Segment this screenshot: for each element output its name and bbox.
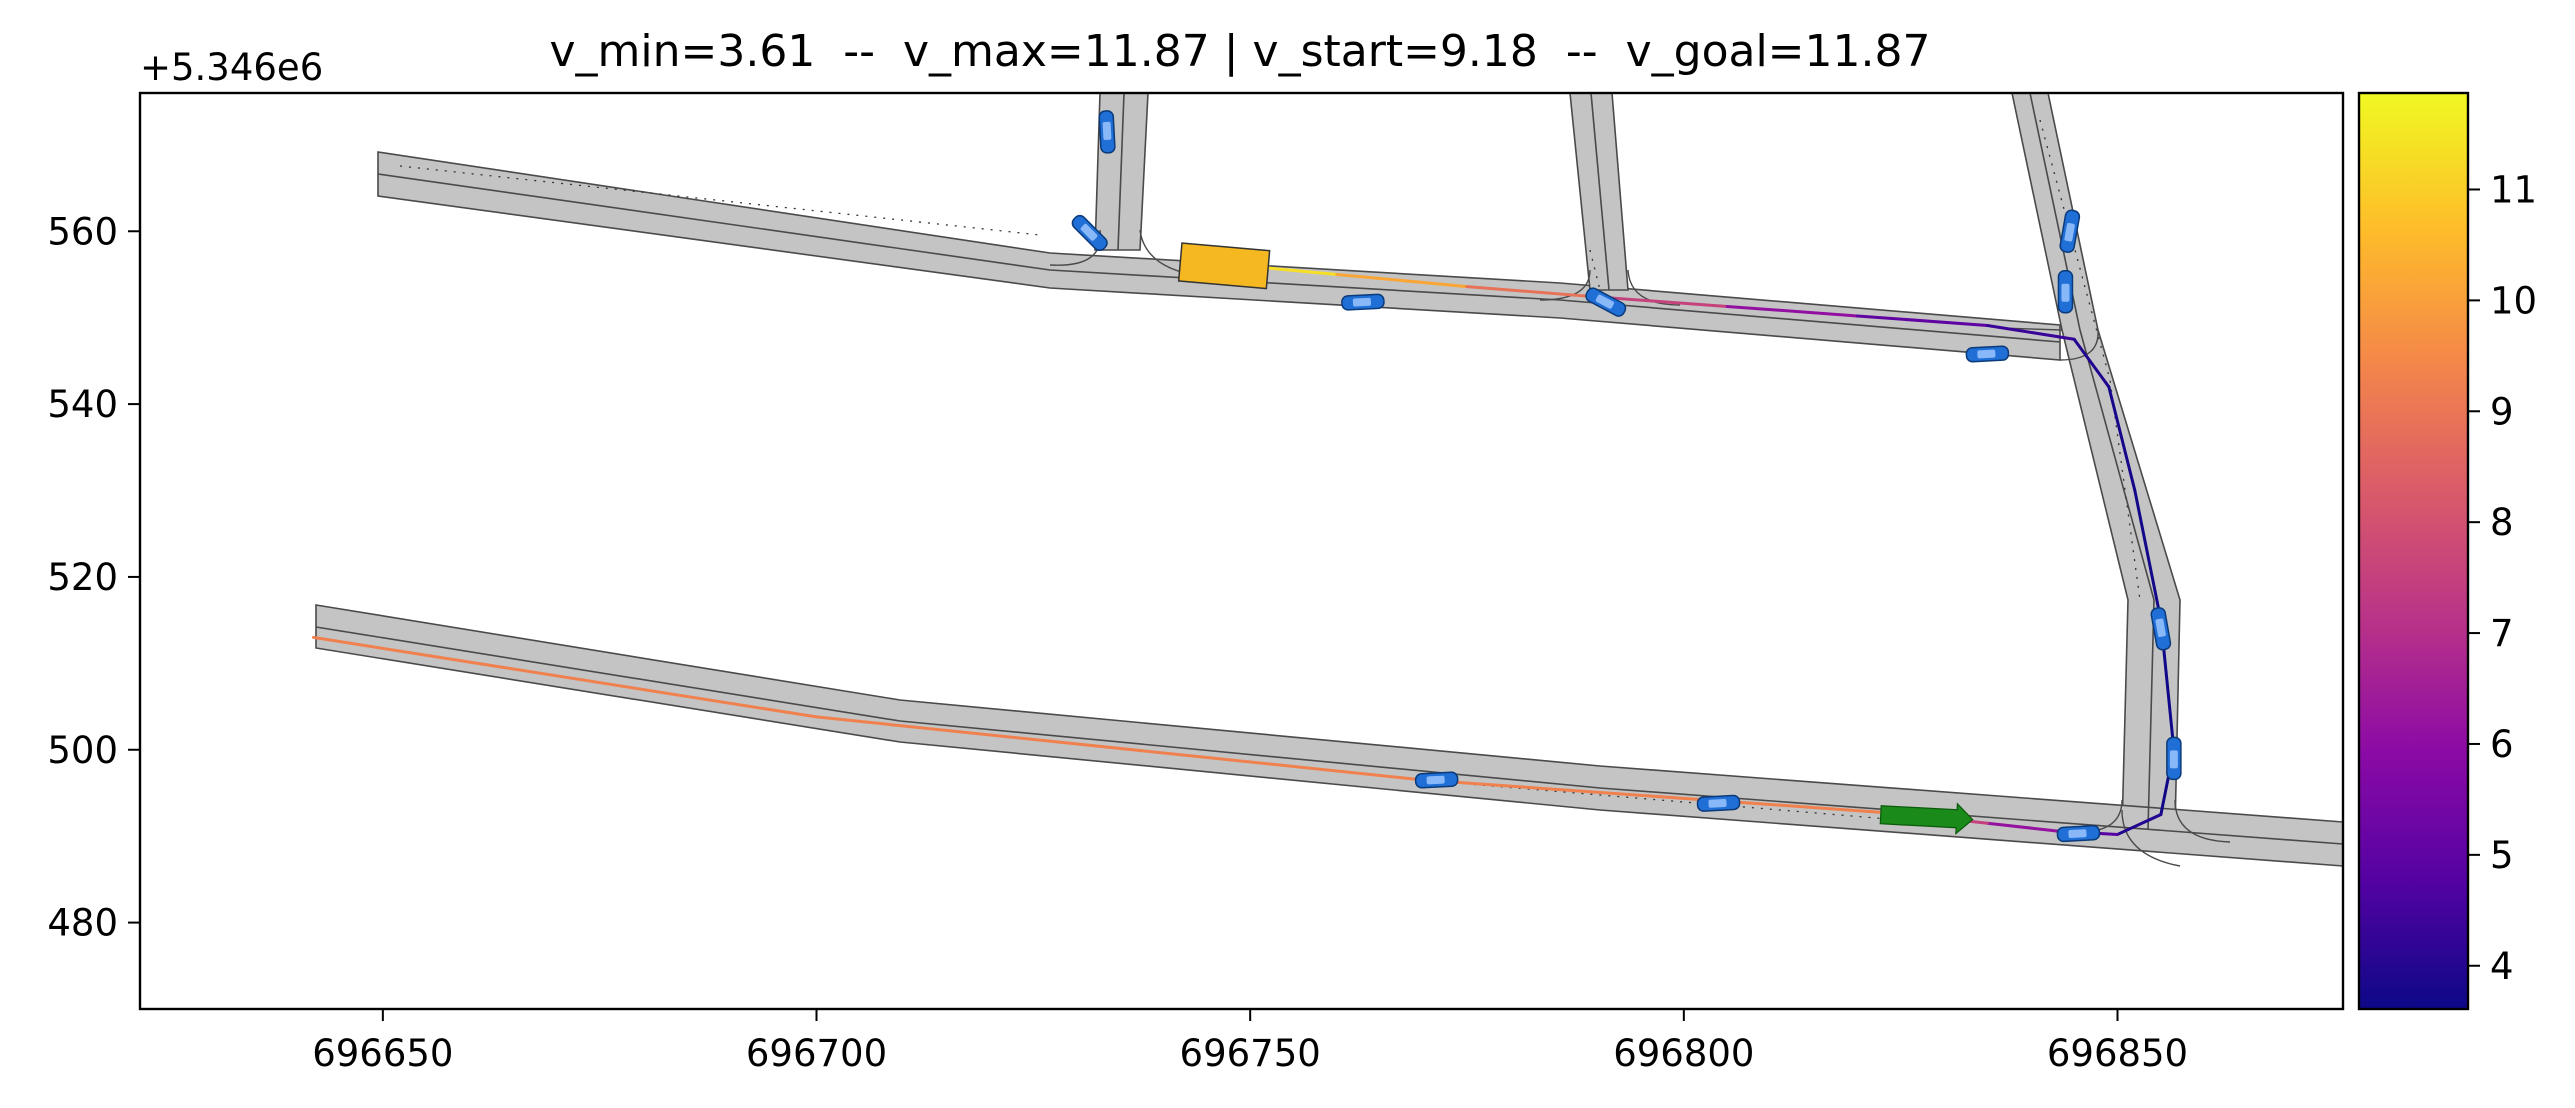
obstacle-vehicle	[1098, 110, 1116, 154]
obstacle-vehicle	[1585, 287, 1627, 317]
lower-trajectory-segment	[815, 715, 1426, 782]
y-tick-label: 480	[47, 902, 118, 945]
obstacle-vehicle	[2166, 736, 2182, 781]
x-tick-label: 696850	[2047, 1032, 2188, 1075]
trajectory-segment	[2107, 385, 2137, 493]
trajectory-segment	[1985, 821, 2059, 833]
y-tick-label: 560	[47, 210, 118, 253]
x-tick-label: 696650	[312, 1032, 453, 1075]
colorbar-ticks: 4 5 6 7 8 9 10 11	[2468, 168, 2537, 988]
ego-vehicle	[1177, 242, 1271, 290]
obstacle-vehicle	[1696, 794, 1741, 812]
goal-marker	[1879, 802, 1974, 836]
obstacle-vehicle	[1965, 345, 2010, 363]
x-tick-label: 696700	[746, 1032, 887, 1075]
trajectory-segment	[1465, 285, 1599, 299]
lower-road-centerline	[315, 626, 2343, 845]
chart-title: v_min=3.61 -- v_max=11.87 | v_start=9.18…	[549, 26, 1930, 77]
x-axis-ticks: 696650 696700 696750 696800 696850	[312, 1009, 2188, 1075]
obstacle-vehicle	[1071, 214, 1108, 252]
trajectory-segment	[1985, 323, 2076, 341]
east-road-centerline	[2029, 93, 2155, 831]
trajectory-segment	[2072, 337, 2111, 389]
lower-road	[315, 604, 2343, 867]
obstacle-window	[1102, 121, 1112, 140]
colorbar-tick-label: 9	[2490, 390, 2514, 433]
obstacle-window	[1352, 297, 1372, 307]
obstacle-vehicle	[1414, 771, 1459, 789]
obstacle-vehicle	[2057, 270, 2074, 314]
colorbar-tick-label: 4	[2490, 945, 2514, 988]
trajectory-segment	[1335, 272, 1469, 289]
colorbar-tick-label: 5	[2490, 834, 2514, 877]
axes-frame	[138, 91, 2345, 1011]
colorbar-tick-label: 11	[2490, 168, 2537, 211]
obstacle-window	[1426, 775, 1445, 785]
colorbar-tick-label: 7	[2490, 612, 2514, 655]
colorbar-tick-label: 10	[2490, 279, 2537, 322]
obstacle-window	[2155, 618, 2166, 638]
colorbar-tick-label: 6	[2490, 723, 2514, 766]
upper-road-centerline	[377, 173, 2061, 343]
colorbar	[2357, 91, 2470, 1011]
goal-arrow	[1879, 802, 1974, 836]
road-network	[315, 93, 2343, 867]
obstacle-vehicle	[2150, 607, 2172, 651]
north-road-middle	[1569, 93, 1629, 291]
obstacle-vehicle	[2059, 209, 2081, 253]
ego-vehicle-body	[1177, 242, 1271, 290]
north-road-middle-centerline	[1590, 93, 1610, 291]
obstacle-window	[1595, 294, 1615, 309]
x-tick-label: 696800	[1613, 1032, 1754, 1075]
east-road	[2011, 93, 2181, 831]
colorbar-tick-label: 8	[2490, 501, 2514, 544]
north-road-left-centerline	[1117, 93, 1125, 251]
obstacle-vehicle	[2056, 825, 2101, 843]
intersection-curve	[2121, 809, 2181, 867]
obstacle-layer	[1071, 110, 2182, 843]
lower-trajectory-segment	[311, 635, 819, 719]
obstacle-window	[2068, 829, 2087, 838]
trajectory-segment	[2115, 813, 2163, 836]
plot-area	[311, 93, 2343, 867]
obstacle-window	[2169, 750, 2178, 769]
trajectory-segment	[1595, 295, 1729, 308]
obstacle-window	[1080, 223, 1098, 241]
y-tick-label: 520	[47, 556, 118, 599]
y-offset-label: +5.346e6	[140, 46, 323, 89]
obstacle-window	[1977, 349, 1996, 359]
intersection-curve	[2059, 329, 2099, 361]
obstacle-window	[2061, 283, 2070, 302]
trajectory-segment	[2133, 489, 2163, 622]
y-tick-label: 540	[47, 383, 118, 426]
trajectory-segment	[1855, 314, 1989, 327]
x-tick-label: 696750	[1180, 1032, 1321, 1075]
y-tick-label: 500	[47, 729, 118, 772]
marker-layer	[1177, 242, 1974, 836]
intersection-curve	[1539, 269, 1591, 301]
intersection-curve	[2174, 799, 2231, 843]
intersection-curve	[1627, 269, 1681, 306]
obstacle-vehicle	[1341, 293, 1385, 311]
y-axis-ticks: 480 500 520 540 560	[47, 210, 140, 945]
obstacle-window	[1708, 799, 1727, 808]
trajectory-segment	[1725, 304, 1859, 318]
obstacle-window	[2064, 223, 2075, 242]
lower-trajectory-segment	[1422, 778, 1903, 816]
